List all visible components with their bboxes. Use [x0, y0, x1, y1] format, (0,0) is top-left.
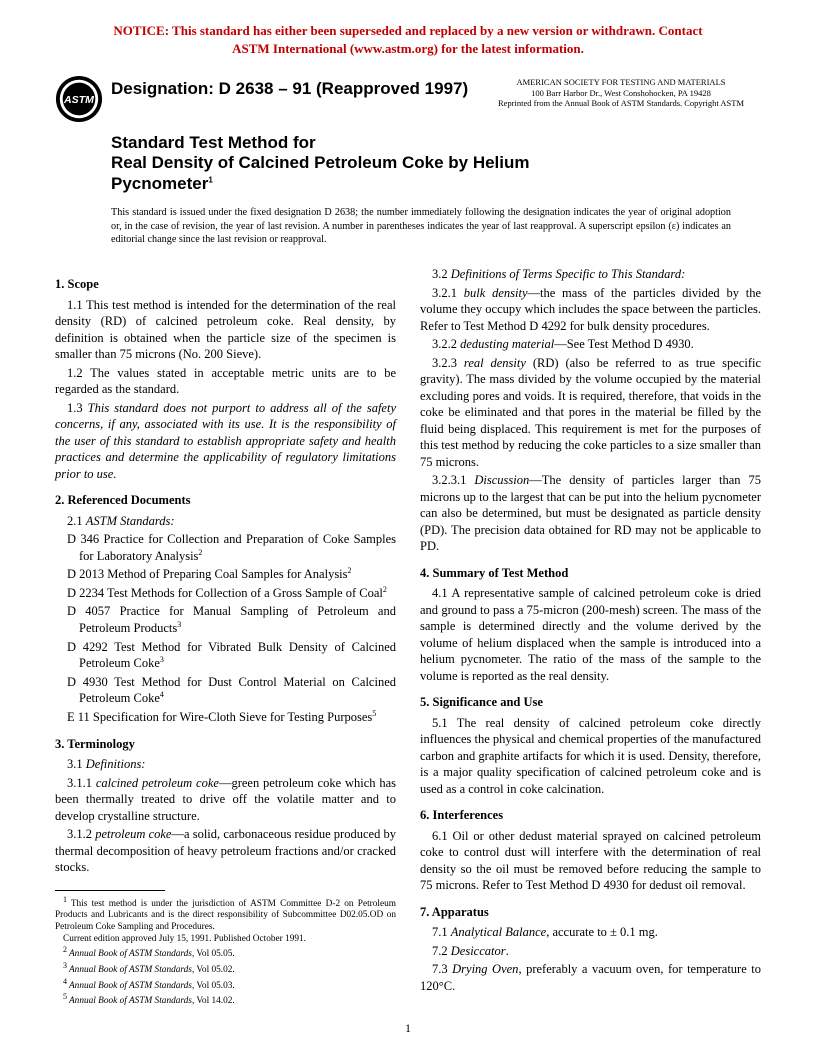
page-number: 1 — [405, 1021, 411, 1036]
ref-d4292: D 4292 Test Method for Vibrated Bulk Den… — [55, 639, 396, 672]
section-4-head: 4. Summary of Test Method — [420, 565, 761, 582]
footnote-4: 4 Annual Book of ASTM Standards, Vol 05.… — [55, 977, 396, 993]
title-block: Standard Test Method for Real Density of… — [111, 133, 761, 194]
society-l1: AMERICAN SOCIETY FOR TESTING AND MATERIA… — [517, 77, 726, 87]
para-3-1-2: 3.1.2 petroleum coke—a solid, carbonaceo… — [55, 826, 396, 876]
para-3-1: 3.1 Definitions: — [55, 756, 396, 773]
para-7-1: 7.1 Analytical Balance, accurate to ± 0.… — [420, 924, 761, 941]
footnote-rule — [55, 890, 165, 891]
para-3-2-1: 3.2.1 bulk density—the mass of the parti… — [420, 285, 761, 335]
notice-banner: NOTICE: This standard has either been su… — [55, 22, 761, 57]
ref-d2013: D 2013 Method of Preparing Coal Samples … — [55, 566, 396, 583]
section-2-head: 2. Referenced Documents — [55, 492, 396, 509]
para-1-1: 1.1 This test method is intended for the… — [55, 297, 396, 363]
para-6-1: 6.1 Oil or other dedust material sprayed… — [420, 828, 761, 894]
section-7-head: 7. Apparatus — [420, 904, 761, 921]
para-3-2: 3.2 Definitions of Terms Specific to Thi… — [420, 266, 761, 283]
footnote-5: 5 Annual Book of ASTM Standards, Vol 14.… — [55, 992, 396, 1008]
para-4-1: 4.1 A representative sample of calcined … — [420, 585, 761, 684]
notice-line1: NOTICE: This standard has either been su… — [113, 23, 702, 38]
ref-d4930: D 4930 Test Method for Dust Control Mate… — [55, 674, 396, 707]
society-l2: 100 Barr Harbor Dr., West Conshohocken, … — [531, 88, 711, 98]
body-columns: 1. Scope 1.1 This test method is intende… — [55, 266, 761, 1008]
ref-d346: D 346 Practice for Collection and Prepar… — [55, 531, 396, 564]
title-l1: Standard Test Method for — [111, 133, 761, 153]
footnote-1: 1 This test method is under the jurisdic… — [55, 895, 396, 934]
notice-line2: ASTM International (www.astm.org) for th… — [232, 41, 584, 56]
section-3-head: 3. Terminology — [55, 736, 396, 753]
para-3-2-3-1: 3.2.3.1 Discussion—The density of partic… — [420, 472, 761, 555]
astm-logo-icon: ASTM — [55, 75, 103, 123]
ref-e11: E 11 Specification for Wire-Cloth Sieve … — [55, 709, 396, 726]
para-3-2-3: 3.2.3 real density (RD) (also be referre… — [420, 355, 761, 471]
footnote-2: 2 Annual Book of ASTM Standards, Vol 05.… — [55, 945, 396, 961]
society-info: AMERICAN SOCIETY FOR TESTING AND MATERIA… — [481, 77, 761, 109]
para-7-2: 7.2 Desiccator. — [420, 943, 761, 960]
designation: Designation: D 2638 – 91 (Reapproved 199… — [111, 79, 468, 99]
ref-d4057: D 4057 Practice for Manual Sampling of P… — [55, 603, 396, 636]
section-1-head: 1. Scope — [55, 276, 396, 293]
para-3-1-1: 3.1.1 calcined petroleum coke—green petr… — [55, 775, 396, 825]
title-l2: Real Density of Calcined Petroleum Coke … — [111, 153, 761, 173]
svg-text:ASTM: ASTM — [63, 94, 94, 106]
para-5-1: 5.1 The real density of calcined petrole… — [420, 715, 761, 798]
footnote-1b: Current edition approved July 15, 1991. … — [55, 934, 396, 946]
title-l3: Pycnometer1 — [111, 174, 761, 194]
society-l3: Reprinted from the Annual Book of ASTM S… — [498, 98, 744, 108]
section-5-head: 5. Significance and Use — [420, 694, 761, 711]
section-6-head: 6. Interferences — [420, 807, 761, 824]
ref-d2234: D 2234 Test Methods for Collection of a … — [55, 585, 396, 602]
left-column: 1. Scope 1.1 This test method is intende… — [55, 266, 396, 1008]
para-1-2: 1.2 The values stated in acceptable metr… — [55, 365, 396, 398]
para-2-1: 2.1 ASTM Standards: — [55, 513, 396, 530]
header-row: ASTM Designation: D 2638 – 91 (Reapprove… — [55, 75, 761, 123]
footnote-3: 3 Annual Book of ASTM Standards, Vol 05.… — [55, 961, 396, 977]
right-column: 3.2 Definitions of Terms Specific to Thi… — [420, 266, 761, 1008]
issuance-note: This standard is issued under the fixed … — [111, 206, 761, 246]
para-3-2-2: 3.2.2 dedusting material—See Test Method… — [420, 336, 761, 353]
para-7-3: 7.3 Drying Oven, preferably a vacuum ove… — [420, 961, 761, 994]
para-1-3: 1.3 This standard does not purport to ad… — [55, 400, 396, 483]
